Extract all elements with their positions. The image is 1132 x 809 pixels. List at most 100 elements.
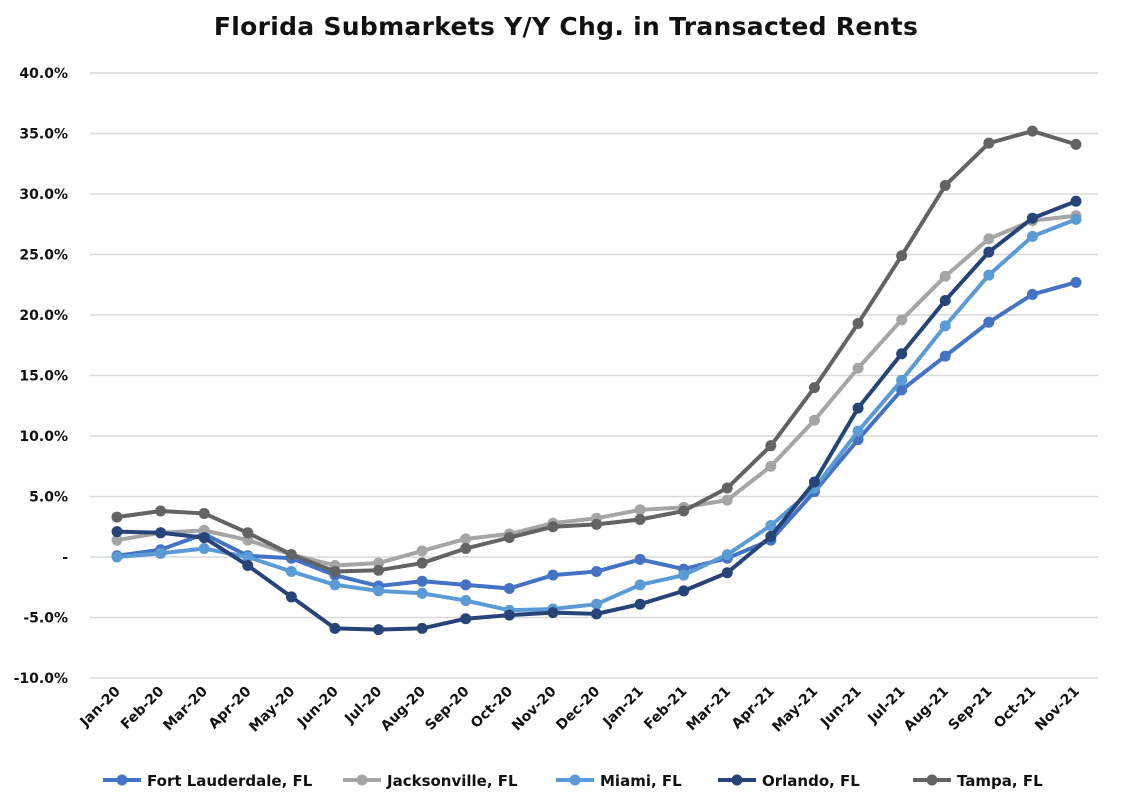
data-point xyxy=(503,582,515,594)
data-point xyxy=(111,534,123,546)
x-tick-label: Oct-21 xyxy=(991,684,1039,732)
x-tick-label: Aug-20 xyxy=(378,683,429,734)
legend-swatch-marker xyxy=(569,774,581,786)
legend-label: Orlando, FL xyxy=(762,772,860,790)
data-point xyxy=(111,511,123,523)
data-point xyxy=(242,559,254,571)
series-orlando-fl xyxy=(111,195,1082,636)
y-tick-label: 20.0% xyxy=(19,308,68,324)
data-point xyxy=(765,460,777,472)
data-point xyxy=(939,320,951,332)
series-jacksonville-fl xyxy=(111,210,1082,571)
data-point xyxy=(285,591,297,603)
y-tick-label: -5.0% xyxy=(23,611,68,627)
data-point xyxy=(503,609,515,621)
data-point xyxy=(460,543,472,555)
data-point xyxy=(939,294,951,306)
x-tick-label: May-21 xyxy=(769,684,821,736)
x-tick-label: Jun-21 xyxy=(817,684,865,732)
x-tick-label: Mar-21 xyxy=(683,684,734,735)
y-tick-label: 15.0% xyxy=(19,369,68,385)
data-point xyxy=(285,566,297,578)
legend-item: Fort Lauderdale, FL xyxy=(103,772,313,790)
data-point xyxy=(460,613,472,625)
data-point xyxy=(547,521,559,533)
y-tick-label: - xyxy=(62,550,68,566)
x-tick-label: Jun-20 xyxy=(294,683,342,731)
data-point xyxy=(416,545,428,557)
y-tick-label: 10.0% xyxy=(19,429,68,445)
gridlines xyxy=(90,72,1098,679)
data-point xyxy=(416,575,428,587)
y-tick-label: 40.0% xyxy=(19,66,68,82)
x-tick-label: Sep-21 xyxy=(946,684,996,734)
data-point xyxy=(591,566,602,578)
x-tick-label: Jan-21 xyxy=(600,684,647,731)
data-point xyxy=(983,233,995,245)
data-point xyxy=(939,270,951,282)
x-tick-label: Jul-21 xyxy=(864,684,908,728)
x-tick-label: Nov-20 xyxy=(509,683,560,734)
legend-swatch-marker xyxy=(356,774,368,786)
data-point xyxy=(678,585,690,597)
y-tick-label: 30.0% xyxy=(19,187,68,203)
x-tick-label: Aug-21 xyxy=(901,684,952,735)
data-point xyxy=(721,549,733,561)
x-tick-label: Sep-20 xyxy=(422,683,472,733)
legend-item: Miami, FL xyxy=(556,772,682,790)
legend-item: Orlando, FL xyxy=(718,772,860,790)
legend-swatch-marker xyxy=(116,774,128,786)
data-point xyxy=(416,587,428,599)
data-point xyxy=(111,526,123,538)
data-point xyxy=(721,567,733,579)
data-point xyxy=(765,530,777,542)
legend: Fort Lauderdale, FL Jacksonville, FL Miami… xyxy=(103,772,1043,790)
legend-swatch-marker xyxy=(926,774,938,786)
data-point xyxy=(547,607,559,619)
x-tick-label: Mar-20 xyxy=(160,683,211,734)
y-tick-label: 35.0% xyxy=(19,127,68,143)
data-point xyxy=(1070,138,1082,150)
legend-label: Miami, FL xyxy=(600,772,682,790)
y-tick-label: 5.0% xyxy=(29,490,68,506)
series-tampa-fl xyxy=(111,125,1082,578)
data-point xyxy=(198,507,210,519)
data-point xyxy=(1070,195,1082,207)
data-point xyxy=(547,569,559,581)
data-point xyxy=(852,317,864,329)
legend-label: Tampa, FL xyxy=(957,772,1043,790)
data-point xyxy=(808,476,820,488)
x-tick-label: May-20 xyxy=(246,683,298,735)
data-point xyxy=(808,382,820,394)
data-point xyxy=(111,551,123,563)
x-tick-label: Oct-20 xyxy=(468,683,516,731)
data-point xyxy=(329,579,341,591)
legend-label: Jacksonville, FL xyxy=(386,772,518,790)
data-point xyxy=(852,425,864,437)
data-point xyxy=(460,533,472,545)
data-point xyxy=(983,246,995,258)
data-point xyxy=(460,595,472,607)
x-tick-label: Feb-20 xyxy=(118,683,168,733)
x-tick-label: Nov-21 xyxy=(1032,684,1083,735)
series-line xyxy=(115,199,1078,632)
data-point xyxy=(416,622,428,634)
data-point xyxy=(285,549,297,561)
data-point xyxy=(1026,230,1038,242)
data-point xyxy=(983,269,995,281)
data-point xyxy=(634,513,646,525)
data-point xyxy=(852,402,864,414)
data-point xyxy=(721,482,733,494)
data-point xyxy=(591,608,602,620)
x-tick-label: Feb-21 xyxy=(641,684,690,733)
legend-item: Tampa, FL xyxy=(913,772,1043,790)
data-point xyxy=(634,598,646,610)
data-point xyxy=(634,504,646,516)
data-point xyxy=(634,579,646,591)
y-axis-ticks: -10.0%-5.0%-5.0%10.0%15.0%20.0%25.0%30.0… xyxy=(14,66,69,687)
data-point xyxy=(242,551,254,563)
data-point xyxy=(1026,212,1038,224)
series-miami-fl xyxy=(111,213,1082,616)
